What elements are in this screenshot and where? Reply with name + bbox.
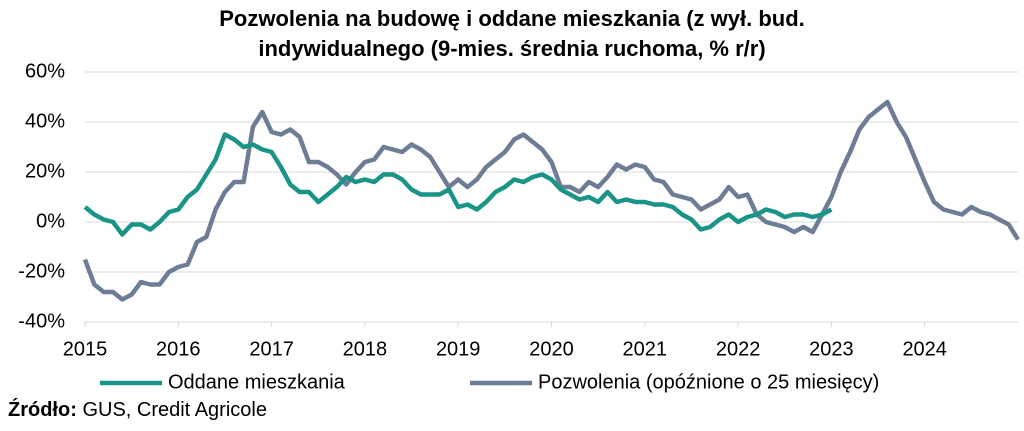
x-tick-label: 2015 — [63, 338, 108, 360]
x-tick-label: 2019 — [436, 338, 481, 360]
x-tick-label: 2016 — [156, 338, 201, 360]
x-tick-label: 2022 — [716, 338, 761, 360]
legend-label: Pozwolenia (opóźnione o 25 miesięcy) — [538, 371, 879, 393]
line — [82, 99, 1020, 302]
x-tick-label: 2024 — [902, 338, 947, 360]
x-tick-label: 2020 — [529, 338, 574, 360]
chart-title: indywidualnego (9-mies. średnia ruchoma,… — [258, 36, 765, 61]
x-tick-label: 2017 — [249, 338, 294, 360]
x-tick-label: 2023 — [809, 338, 854, 360]
y-tick-label: 40% — [25, 110, 65, 132]
x-tick-label: 2021 — [623, 338, 668, 360]
source-text: GUS, Credit Agricole — [82, 399, 267, 421]
legend-label: Oddane mieszkania — [168, 371, 346, 393]
source: Źródło: GUS, Credit Agricole — [8, 398, 267, 421]
y-tick-label: 60% — [25, 60, 65, 82]
x-tick-label: 2018 — [343, 338, 388, 360]
line — [83, 132, 833, 237]
y-tick-label: 20% — [25, 160, 65, 182]
y-tick-label: -40% — [18, 310, 65, 332]
source-label: Źródło: — [8, 398, 77, 421]
chart-title: Pozwolenia na budowę i oddane mieszkania… — [219, 6, 805, 31]
y-tick-label: 0% — [36, 210, 65, 232]
y-tick-label: -20% — [18, 260, 65, 282]
